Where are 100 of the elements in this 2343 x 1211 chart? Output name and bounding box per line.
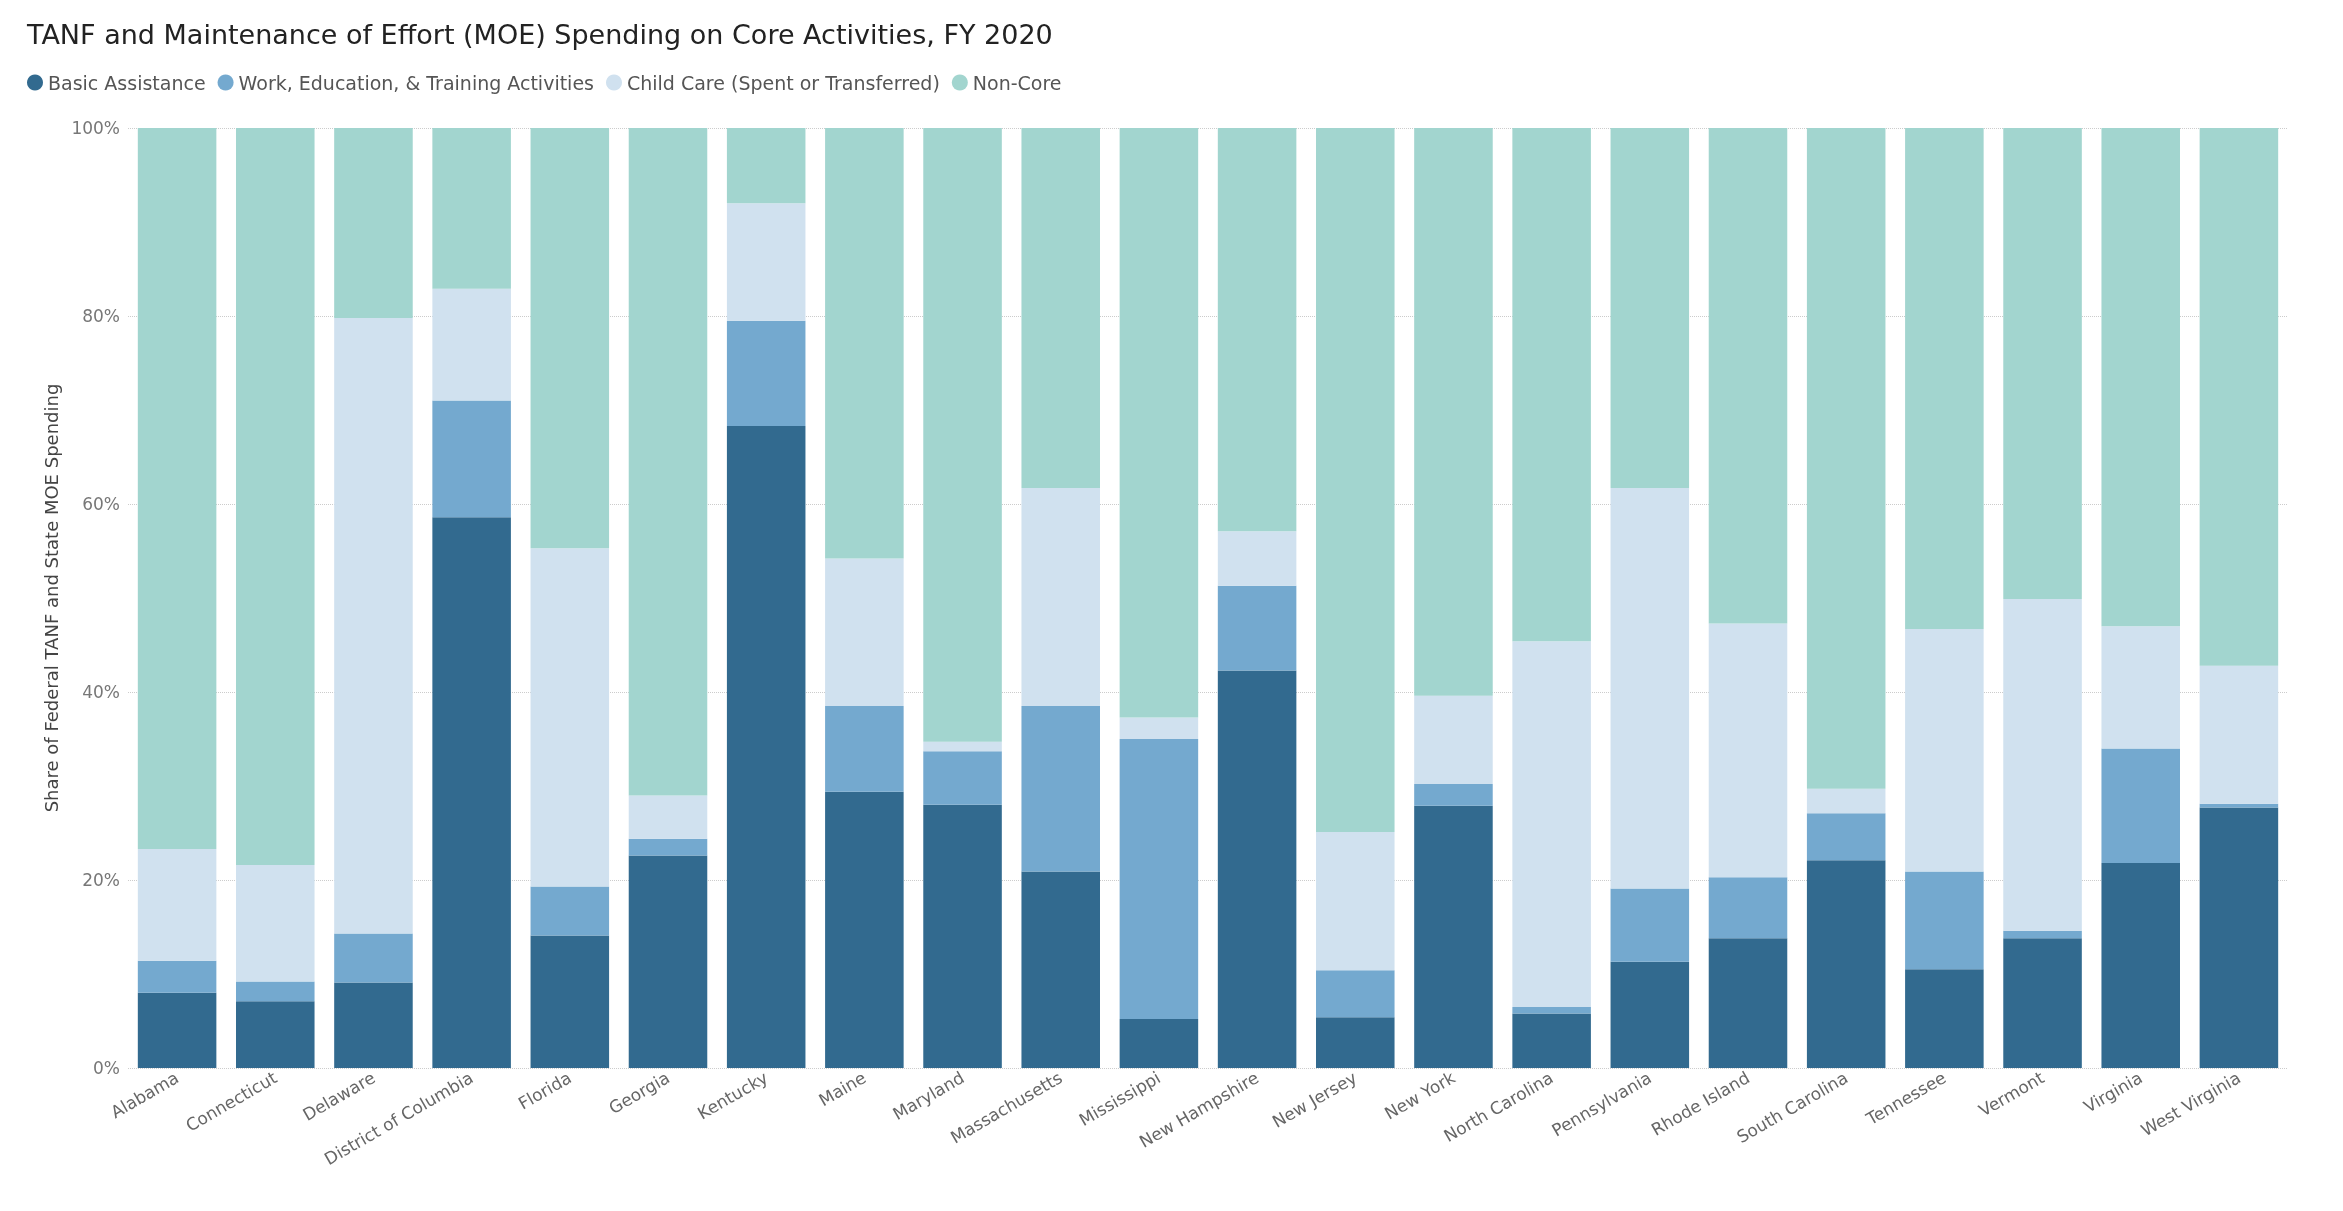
bar [1217, 531, 1297, 586]
bar [1512, 1013, 1591, 1068]
bar [236, 864, 315, 982]
bar [825, 706, 904, 792]
bar [1021, 128, 1100, 489]
y-tick-label: 0% [93, 1058, 120, 1078]
bar [334, 933, 413, 983]
bar [1316, 832, 1395, 971]
bar [2199, 803, 2279, 808]
bar [530, 128, 610, 549]
bar [236, 128, 315, 865]
bar [432, 517, 511, 1068]
bar [236, 1001, 315, 1068]
bar [1414, 805, 1493, 1068]
bar [2101, 128, 2180, 627]
bar [432, 400, 511, 518]
y-tick-label: 80% [82, 306, 120, 326]
bar [1217, 128, 1297, 532]
bar [825, 128, 904, 559]
bar [2003, 938, 2082, 1068]
bar [1316, 1017, 1395, 1068]
bar [1610, 128, 1690, 489]
bar [825, 791, 904, 1068]
bar [1119, 739, 1199, 1020]
bar [1414, 128, 1493, 696]
bar [1119, 717, 1199, 739]
bar [1414, 695, 1493, 785]
bar [923, 128, 1002, 742]
bar [726, 128, 806, 204]
bar [2199, 128, 2279, 666]
bar [726, 203, 806, 321]
x-tick-label: New York [1381, 1067, 1459, 1124]
bar [726, 425, 806, 1068]
legend-label: Work, Education, & Training Activities [238, 71, 594, 94]
bar [2101, 748, 2180, 864]
bar [137, 992, 217, 1068]
bar [1905, 871, 1984, 970]
bar [2003, 128, 2082, 599]
bar [334, 128, 413, 318]
bar [1217, 585, 1297, 671]
bar [236, 981, 315, 1002]
bar [137, 960, 217, 993]
legend-label: Basic Assistance [48, 71, 206, 94]
bar [628, 855, 708, 1068]
bar [530, 935, 610, 1068]
bar [1512, 1006, 1591, 1014]
bar [923, 741, 1002, 752]
bar [1021, 488, 1100, 707]
bar [1316, 970, 1395, 1018]
bar [1708, 623, 1788, 878]
bar [1806, 860, 1886, 1068]
bar [1708, 938, 1788, 1068]
legend-label: Child Care (Spent or Transferred) [626, 71, 940, 94]
bar [334, 982, 413, 1068]
y-tick-label: 40% [82, 682, 120, 702]
bar [628, 795, 708, 839]
bar [1512, 641, 1591, 1007]
bar [432, 288, 511, 401]
bar [1610, 961, 1690, 1068]
chart-title: TANF and Maintenance of Effort (MOE) Spending on Core Activities, FY 2020 [26, 19, 1053, 50]
bar [1217, 670, 1297, 1068]
bar [1119, 1019, 1199, 1068]
bar [1806, 813, 1886, 861]
bar [2101, 863, 2180, 1068]
bar [1119, 128, 1199, 718]
bar [923, 804, 1002, 1068]
y-tick-label: 100% [71, 118, 120, 138]
bar [1806, 788, 1886, 814]
bar [1316, 128, 1395, 833]
bar [726, 320, 806, 426]
y-tick-label: 60% [82, 494, 120, 514]
bar [1610, 888, 1690, 962]
bar [1021, 871, 1100, 1068]
bar [2003, 598, 2082, 931]
bar [432, 128, 511, 289]
bar [628, 128, 708, 796]
bar [1905, 128, 1984, 630]
bar [825, 558, 904, 707]
bar [1021, 706, 1100, 872]
bar [1905, 969, 1984, 1068]
legend-label: Non-Core [972, 71, 1062, 94]
y-tick-label: 20% [82, 870, 120, 890]
bar [530, 886, 610, 936]
bar [1708, 128, 1788, 624]
bar [628, 838, 708, 856]
bar [137, 848, 217, 961]
bar [1512, 128, 1591, 642]
bar [1806, 128, 1886, 789]
bar [2199, 665, 2279, 804]
bar [2101, 626, 2180, 749]
y-axis-title: Share of Federal TANF and State MOE Spending [41, 383, 62, 813]
bar [1708, 877, 1788, 939]
bar [2199, 807, 2279, 1068]
bar [334, 317, 413, 934]
bar [2003, 930, 2082, 939]
bar [1905, 629, 1984, 872]
bar [923, 751, 1002, 805]
bar [530, 548, 610, 887]
bar [1610, 488, 1690, 889]
bar [137, 128, 217, 849]
